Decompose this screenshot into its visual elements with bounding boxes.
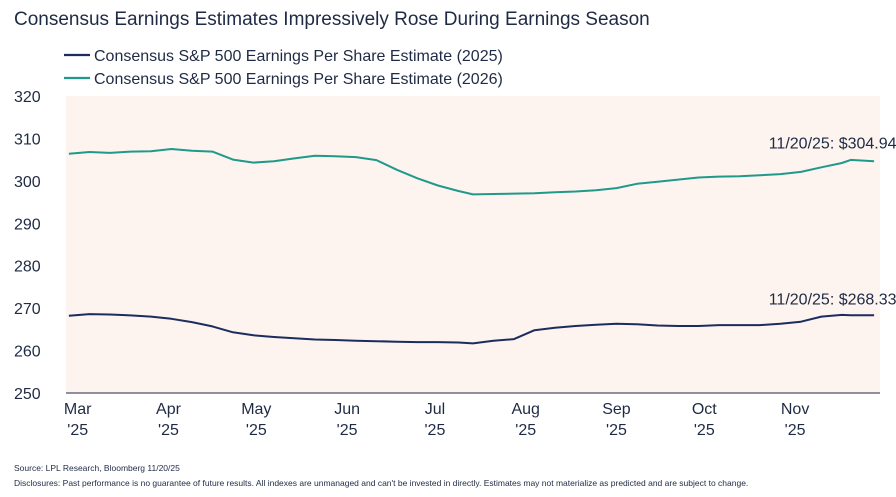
x-tick-month: Aug xyxy=(511,401,539,418)
x-tick-year: '25 xyxy=(785,422,806,439)
plot-area xyxy=(66,96,880,393)
x-tick-year: '25 xyxy=(246,422,267,439)
x-tick-month: Sep xyxy=(602,401,631,418)
x-tick-year: '25 xyxy=(425,422,446,439)
x-tick-year: '25 xyxy=(606,422,627,439)
series-line-1 xyxy=(68,148,875,196)
annotation-label: 11/20/25: $268.33 xyxy=(769,292,896,309)
x-tick-year: '25 xyxy=(67,422,88,439)
x-tick-year: '25 xyxy=(337,422,358,439)
x-tick-year: '25 xyxy=(694,422,715,439)
x-tick: Jun '25 xyxy=(334,401,360,439)
y-tick-label: 260 xyxy=(14,344,41,361)
annotation-layer: 11/20/25: $304.94 11/20/25: $268.33 xyxy=(769,136,896,309)
x-tick-month: Jul xyxy=(425,401,445,418)
x-tick-month: Jun xyxy=(334,401,360,418)
x-tick: May '25 xyxy=(241,401,271,439)
x-tick: Aug '25 xyxy=(511,401,539,439)
x-tick: Oct '25 xyxy=(692,401,717,439)
disclosures-note: Disclosures: Past performance is no guar… xyxy=(14,478,748,488)
y-tick-label: 280 xyxy=(14,259,41,276)
y-tick-label: 270 xyxy=(14,301,41,318)
legend-label-2026: Consensus S&P 500 Earnings Per Share Est… xyxy=(94,71,503,88)
legend: Consensus S&P 500 Earnings Per Share Est… xyxy=(64,48,503,88)
x-tick-month: Mar xyxy=(64,401,92,418)
x-tick-month: Apr xyxy=(156,401,182,418)
annotation-label: 11/20/25: $304.94 xyxy=(769,136,896,153)
x-tick: Mar '25 xyxy=(64,401,92,439)
chart-title: Consensus Earnings Estimates Impressivel… xyxy=(14,9,650,30)
x-tick: Jul '25 xyxy=(425,401,446,439)
x-tick-year: '25 xyxy=(158,422,179,439)
x-tick-year: '25 xyxy=(515,422,536,439)
y-tick-label: 300 xyxy=(14,174,41,191)
x-tick-month: Oct xyxy=(692,401,717,418)
series-line-0 xyxy=(68,313,875,345)
y-axis: 250 260 270 280 290 300 310 320 xyxy=(14,89,41,403)
x-tick: Sep '25 xyxy=(602,401,631,439)
legend-label-2025: Consensus S&P 500 Earnings Per Share Est… xyxy=(94,48,503,65)
x-tick: Apr '25 xyxy=(156,401,182,439)
x-tick-month: Nov xyxy=(781,401,809,418)
x-tick: Nov '25 xyxy=(781,401,809,439)
y-tick-label: 290 xyxy=(14,216,41,233)
y-tick-label: 320 xyxy=(14,89,41,106)
y-tick-label: 310 xyxy=(14,131,41,148)
x-tick-month: May xyxy=(241,401,271,418)
x-axis: Mar '25 Apr '25 May '25 Jun '25 Jul '25 Aug '25 Sep '… xyxy=(64,392,880,439)
y-tick-label: 250 xyxy=(14,386,41,403)
source-note: Source: LPL Research, Bloomberg 11/20/25 xyxy=(14,463,180,473)
series-layer xyxy=(68,148,875,345)
